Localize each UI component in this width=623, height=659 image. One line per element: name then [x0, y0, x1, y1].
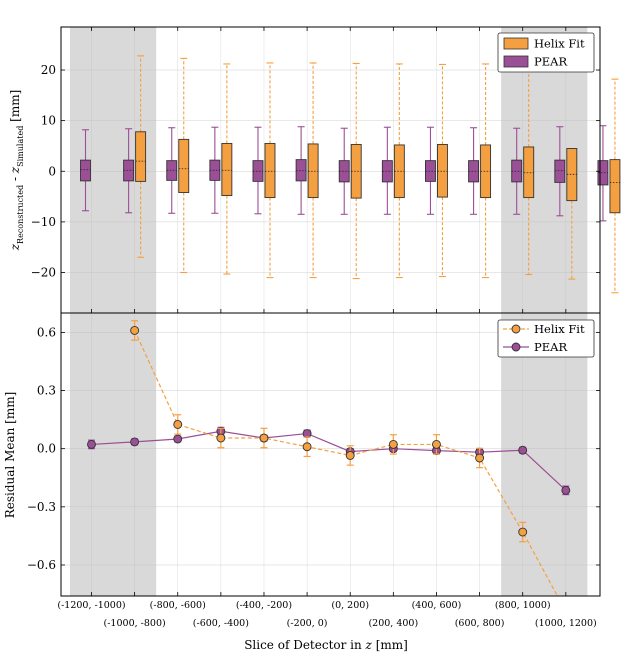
bottom-ytick-label: 0.3	[37, 384, 56, 398]
bottom-ytick-label: −0.3	[27, 500, 56, 514]
tick-labels: 20 10 0 −10 −20 0.6 0.3 0.0 −0.3 −0.6 (-1200, -100…	[27, 27, 600, 629]
top-ylabel: zReconstructed - zSimulated [mm]	[8, 90, 25, 252]
helix-point	[518, 527, 528, 537]
helix-box	[566, 148, 578, 280]
top-ytick-label: −20	[31, 266, 56, 280]
helix-point	[432, 439, 441, 449]
pear-point	[518, 445, 528, 455]
bottom-ytick-label: −0.6	[27, 558, 56, 572]
bottom-legend: Helix Fit PEAR	[497, 319, 595, 358]
helix-box	[393, 63, 405, 279]
pear-point	[130, 437, 140, 447]
pear-box	[468, 127, 480, 215]
helix-box	[264, 62, 276, 279]
box-iqr	[221, 142, 233, 197]
pear-box	[295, 126, 307, 215]
residual-series-area	[87, 320, 571, 616]
pear-point	[87, 439, 96, 449]
pear-box	[209, 126, 221, 214]
xtick-label: (-200, 0)	[287, 618, 328, 629]
bottom-axes-frame	[60, 312, 601, 597]
xtick-label: (-400, -200)	[236, 600, 292, 611]
helix-point	[130, 325, 140, 335]
helix-point	[388, 439, 398, 449]
helix-box	[350, 62, 362, 280]
box-iqr	[307, 143, 319, 199]
helix-point	[173, 420, 183, 429]
helix-box	[135, 55, 147, 258]
legend-helix-line-label: Helix Fit	[534, 322, 585, 336]
helix-box	[480, 63, 492, 279]
box-iqr	[554, 159, 566, 183]
xtick-label: (800, 1000)	[495, 600, 551, 611]
helix-box	[221, 63, 233, 275]
box-iqr	[609, 159, 621, 214]
helix-point	[475, 453, 485, 463]
box-iqr	[178, 138, 190, 193]
pear-box	[252, 126, 264, 215]
helix-box	[307, 62, 319, 279]
legend-helix-swatch	[503, 37, 529, 50]
box-iqr	[437, 143, 448, 198]
helix-point	[562, 608, 570, 616]
pear-point	[173, 434, 183, 444]
top-ytick-label: 0	[48, 164, 56, 178]
bottom-ytick-label: 0.0	[37, 442, 56, 456]
legend-pear-swatch	[503, 55, 529, 68]
legend-pear-line-label: PEAR	[534, 340, 567, 354]
pear-line	[91, 430, 567, 491]
legend-helix-label: Helix Fit	[534, 37, 585, 51]
pear-box	[166, 127, 178, 214]
xlabel: Slice of Detector in z [mm]	[244, 638, 408, 652]
bottom-ytick-label: 0.6	[37, 325, 56, 339]
box-iqr	[80, 159, 91, 182]
xtick-label: (400, 600)	[412, 600, 462, 611]
pear-box	[511, 127, 523, 215]
helix-point	[216, 433, 226, 443]
pear-box	[80, 129, 91, 212]
helix-point	[302, 442, 312, 452]
pear-box	[381, 126, 393, 215]
helix-box	[609, 78, 621, 294]
pear-box	[554, 126, 566, 217]
shaded-region	[69, 27, 157, 596]
xtick-label: (200, 400)	[368, 618, 418, 629]
pear-point	[302, 429, 312, 439]
xtick-label: (-600, -400)	[193, 618, 249, 629]
residual-plot	[87, 320, 571, 616]
xtick-label: (-1000, -800)	[104, 618, 166, 629]
legend-pear-marker	[511, 342, 521, 352]
pear-box	[425, 126, 436, 215]
box-plot	[80, 55, 621, 294]
top-ytick-label: 10	[41, 114, 56, 128]
xtick-label: (-1200, -1000)	[57, 600, 125, 611]
box-iqr	[523, 146, 535, 199]
xtick-label: (0, 200)	[331, 600, 369, 611]
top-ytick-label: 20	[41, 63, 56, 77]
helix-point	[345, 451, 355, 460]
pear-point	[561, 485, 571, 495]
xtick-label: (1000, 1200)	[535, 618, 597, 629]
bottom-ylabel: Residual Mean [mm]	[3, 392, 17, 519]
xtick-label: (-800, -600)	[150, 600, 206, 611]
shaded-region	[501, 27, 588, 596]
box-iqr	[264, 142, 276, 199]
xtick-label: (600, 800)	[455, 618, 505, 629]
pear-box	[338, 127, 350, 215]
pear-box	[123, 128, 135, 214]
helix-box	[437, 63, 448, 278]
helix-box	[178, 57, 190, 274]
axes-frame	[60, 26, 601, 597]
helix-point	[259, 433, 269, 443]
legend-pear-label: PEAR	[534, 55, 567, 69]
shaded-regions	[69, 27, 588, 596]
top-ytick-label: −10	[31, 215, 56, 229]
top-legend: Helix Fit PEAR	[497, 32, 595, 73]
box-iqr	[295, 159, 307, 182]
pear-box	[597, 125, 609, 222]
legend-helix-marker	[511, 324, 521, 334]
box-iqr	[135, 131, 147, 182]
